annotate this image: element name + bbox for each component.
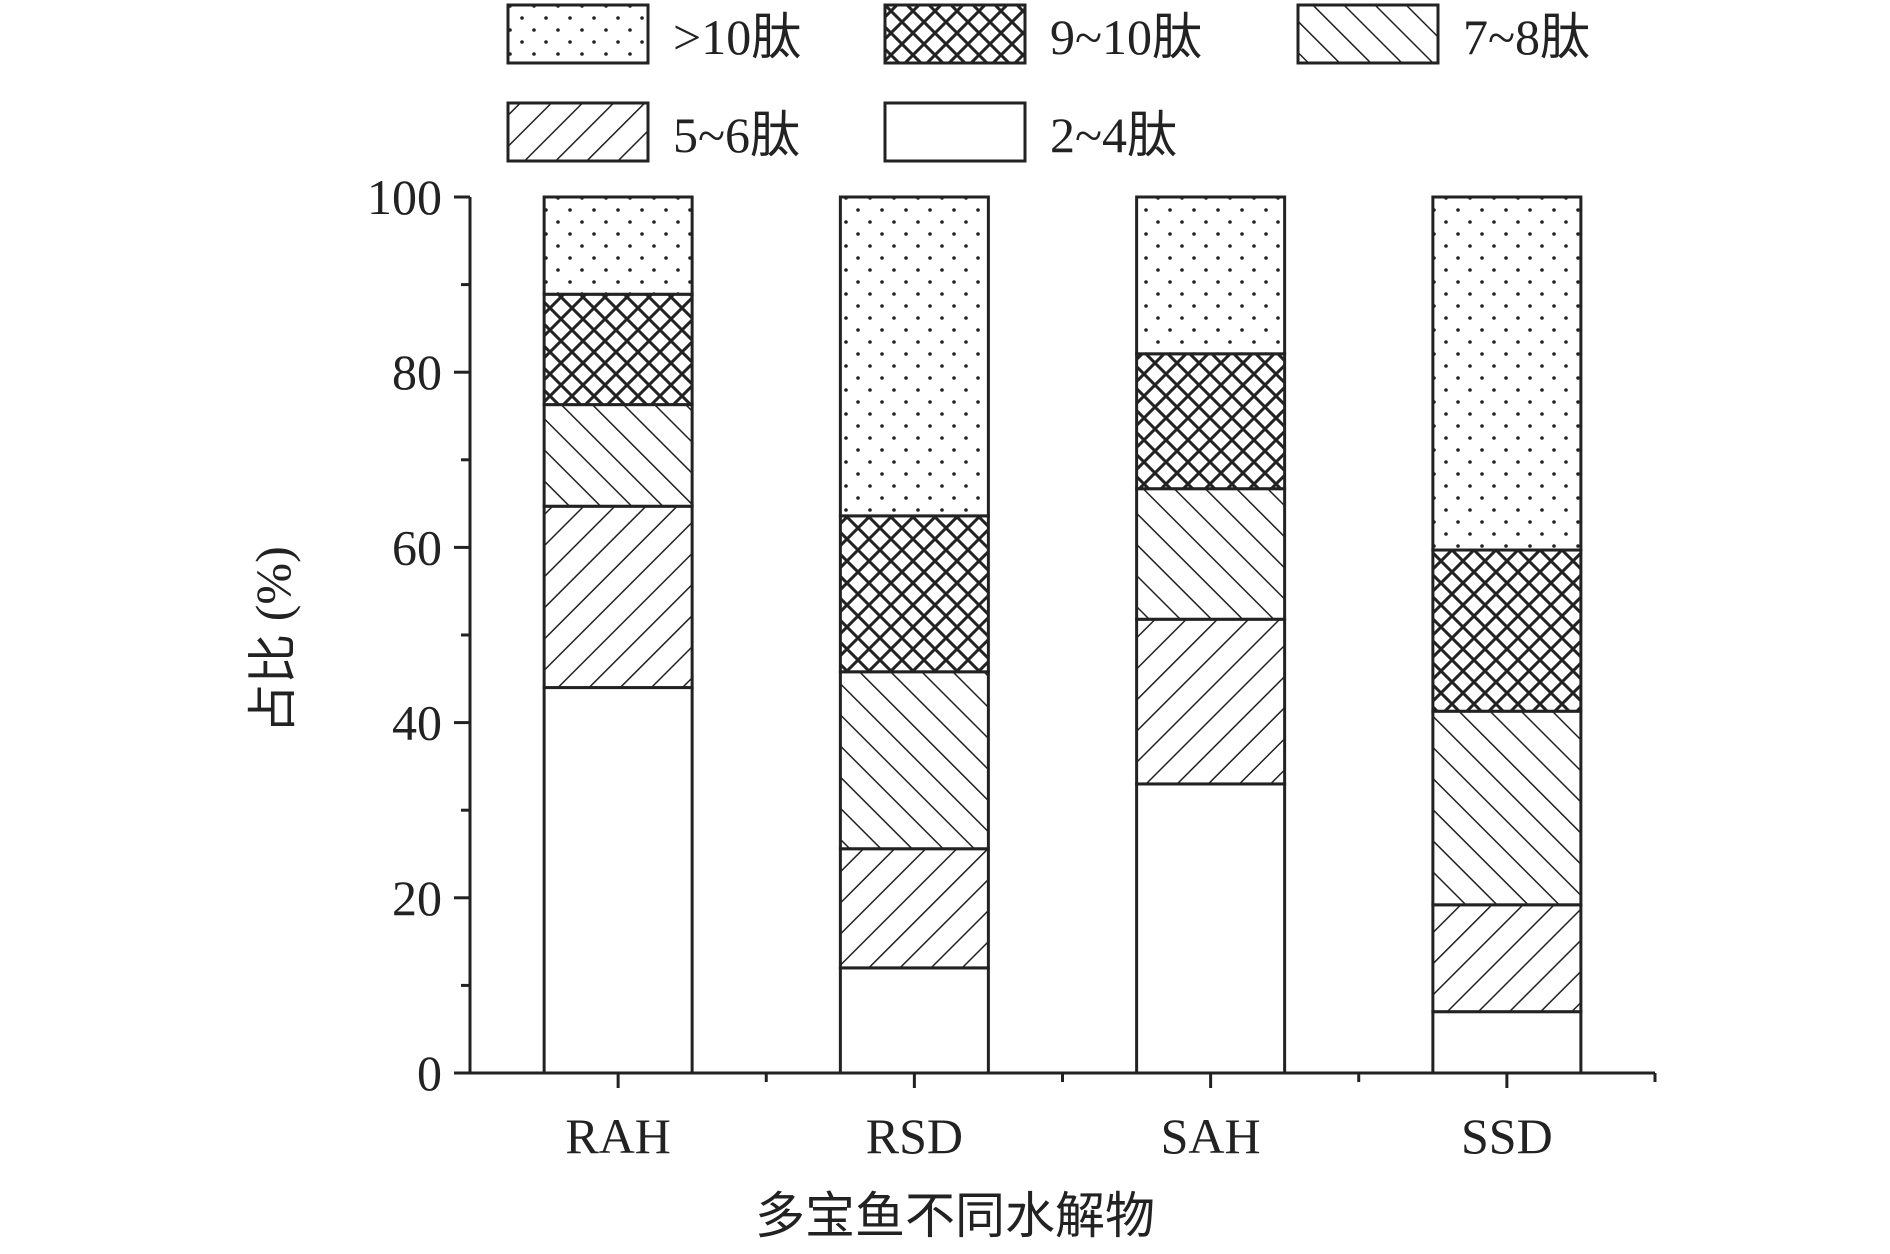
bar-ssd-series-2 (1431, 709, 1583, 907)
bar-rsd-series-3 (838, 514, 990, 674)
legend-item-0: >10肽 (506, 3, 801, 65)
bar-rah-series-1 (542, 504, 694, 690)
legend-label: 2~4肽 (1050, 107, 1177, 163)
legend: >10肽 9~10肽 7~8肽 5~6肽 2~4肽 (506, 3, 1590, 163)
bars: RAH RSD SAH SSD (542, 195, 1583, 1164)
legend-item-1: 9~10肽 (883, 3, 1202, 65)
legend-swatch (883, 101, 1027, 163)
x-tick-label-rah: RAH (565, 1108, 671, 1164)
bar-rah-series-3 (542, 292, 694, 407)
bar-ssd-series-4 (1431, 195, 1583, 552)
x-axis-title: 多宝鱼不同水解物 (755, 1188, 1155, 1244)
y-axis-title: 占比 (%) (245, 546, 301, 733)
y-tick-label-60: 60 (392, 519, 442, 575)
bar-rsd-series-1 (838, 847, 990, 970)
legend-label: 9~10肽 (1050, 9, 1202, 65)
bar-rsd-series-2 (838, 670, 990, 851)
bar-ssd-series-0 (1431, 1010, 1583, 1075)
y-tick-label-0: 0 (417, 1045, 442, 1101)
legend-item-4: 2~4肽 (883, 101, 1177, 163)
bar-rah-series-0 (542, 686, 694, 1075)
x-tick-label-sah: SAH (1161, 1108, 1261, 1164)
legend-swatch (1296, 3, 1440, 65)
x-tick-label-ssd: SSD (1461, 1108, 1553, 1164)
legend-label: 7~8肽 (1463, 9, 1590, 65)
y-tick-label-80: 80 (392, 344, 442, 400)
bar-rah-series-4 (542, 195, 694, 296)
bar-sah-series-2 (1135, 487, 1287, 621)
legend-label: 5~6肽 (673, 107, 800, 163)
bar-ssd-series-1 (1431, 903, 1583, 1014)
legend-swatch (883, 3, 1027, 65)
bar-ssd-series-3 (1431, 548, 1583, 713)
bar-rsd-series-0 (838, 966, 990, 1075)
bar-rah-series-2 (542, 403, 694, 508)
legend-swatch (506, 3, 650, 65)
legend-swatch (506, 101, 650, 163)
bar-sah-series-0 (1135, 782, 1287, 1075)
y-tick-label-20: 20 (392, 870, 442, 926)
bar-sah-series-1 (1135, 617, 1287, 786)
y-tick-label-40: 40 (392, 695, 442, 751)
axes: 0 20 40 60 80 100 (367, 169, 1657, 1101)
bar-sah-series-4 (1135, 195, 1287, 356)
y-tick-label-100: 100 (367, 169, 442, 225)
bar-sah-series-3 (1135, 352, 1287, 491)
x-tick-label-rsd: RSD (866, 1108, 963, 1164)
bar-rsd-series-4 (838, 195, 990, 518)
legend-item-2: 7~8肽 (1296, 3, 1590, 65)
legend-label: >10肽 (673, 9, 801, 65)
legend-item-3: 5~6肽 (506, 101, 800, 163)
